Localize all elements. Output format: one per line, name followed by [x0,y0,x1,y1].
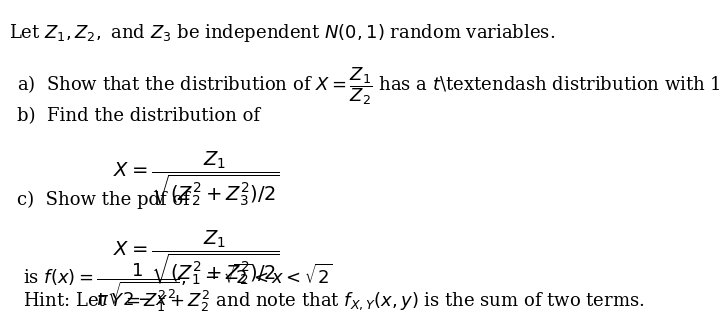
Text: Hint: Let $Y = Z_1^2 + Z_2^2$ and note that $f_{X,Y}(x, y)$ is the sum of two te: Hint: Let $Y = Z_1^2 + Z_2^2$ and note t… [23,289,644,313]
Text: $X = \dfrac{Z_1}{\sqrt{(Z_2^2 + Z_3^2)/2}}$: $X = \dfrac{Z_1}{\sqrt{(Z_2^2 + Z_3^2)/2… [113,149,280,208]
Text: $X = \dfrac{Z_1}{\sqrt{(Z_1^2 + Z_2^2)/2}}$: $X = \dfrac{Z_1}{\sqrt{(Z_1^2 + Z_2^2)/2… [113,228,280,287]
Text: is $f(x) = \dfrac{1}{\pi\sqrt{2-x^2}},\ \ -\sqrt{2} < x < \sqrt{2}$: is $f(x) = \dfrac{1}{\pi\sqrt{2-x^2}},\ … [23,262,333,309]
Text: b)  Find the distribution of: b) Find the distribution of [17,107,260,125]
Text: a)  Show that the distribution of $X = \dfrac{Z_1}{Z_2}$ has a $t$\textendash di: a) Show that the distribution of $X = \d… [17,66,719,107]
Text: c)  Show the pdf of: c) Show the pdf of [17,190,190,209]
Text: Let $Z_1, Z_2,$ and $Z_3$ be independent $N(0,1)$ random variables.: Let $Z_1, Z_2,$ and $Z_3$ be independent… [9,22,555,44]
